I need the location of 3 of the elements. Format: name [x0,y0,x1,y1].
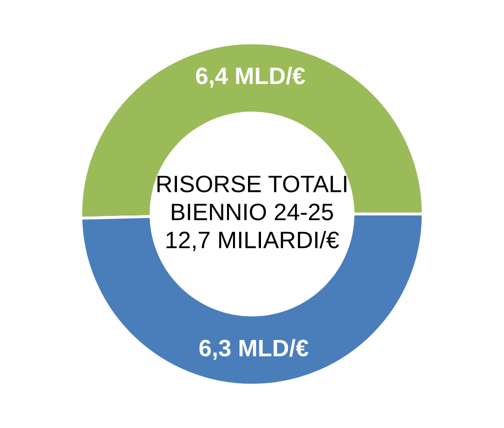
data-label: 6,3 MLD/€ [199,339,308,360]
text: RISORSE TOTALI BIENNIO 24-25 12,7 MILIARDI/€ [157,176,346,252]
data-label: 6,4 MLD/€ [196,66,306,88]
